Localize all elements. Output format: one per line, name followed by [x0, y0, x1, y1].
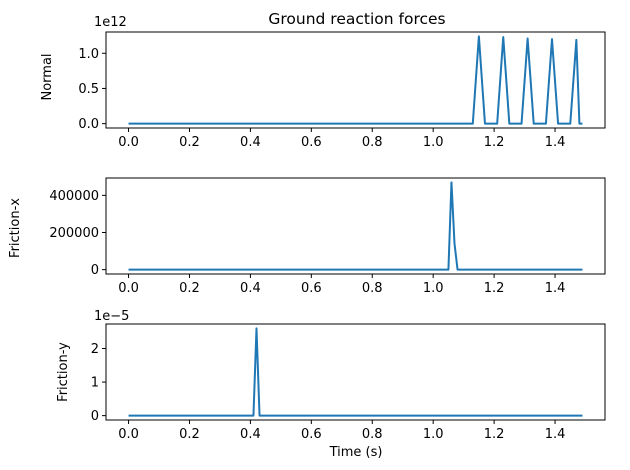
normal-y-tick-label: 1.0 — [78, 47, 99, 62]
normal-x-tick-label: 0.2 — [179, 135, 200, 150]
friction-x-x-tick-label: 0.6 — [301, 281, 322, 296]
normal-ylabel: Normal — [40, 53, 55, 100]
normal-x-tick-label: 0.0 — [118, 135, 139, 150]
normal-x-tick-label: 1.4 — [545, 135, 566, 150]
panel-friction-x: Friction-x 0.0 0.2 0.4 0.6 0.8 1.0 1.2 1.4 0 2000… — [8, 177, 606, 296]
friction-y-y-tick-label: 0 — [91, 409, 99, 424]
friction-x-x-tick-label: 0.2 — [179, 281, 200, 296]
friction-x-x-tick-label: 0.0 — [118, 281, 139, 296]
friction-x-x-tick-label: 1.0 — [423, 281, 444, 296]
friction-y-ylabel: Friction-y — [56, 342, 71, 402]
panel-friction-y: 1e−5 Friction-y 0.0 0.2 0.4 0.6 0.8 1.0 1.2 1.4… — [56, 309, 606, 460]
normal-x-tick-label: 0.8 — [362, 135, 383, 150]
friction-x-y-tick-label: 0 — [91, 263, 99, 278]
friction-y-plot-frame — [105, 323, 606, 421]
friction-x-x-tick-label: 1.2 — [484, 281, 505, 296]
normal-x-tick-label: 0.6 — [301, 135, 322, 150]
friction-y-x-tick-label: 0.4 — [240, 427, 261, 442]
x-axis-label: Time (s) — [329, 445, 383, 460]
friction-y-plot-area: 0.0 0.2 0.4 0.6 0.8 1.0 1.2 1.4 0 1 2 — [91, 327, 583, 442]
normal-x-tick-label: 1.2 — [484, 135, 505, 150]
friction-y-offset-label: 1e−5 — [94, 309, 129, 324]
normal-plot-frame — [105, 31, 606, 129]
normal-x-tick-label: 0.4 — [240, 135, 261, 150]
friction-x-plot-area: 0.0 0.2 0.4 0.6 0.8 1.0 1.2 1.4 0 200000 400000 — [49, 181, 583, 296]
friction-x-x-tick-label: 0.8 — [362, 281, 383, 296]
friction-x-ylabel: Friction-x — [8, 198, 23, 258]
figure-title: Ground reaction forces — [268, 10, 445, 28]
friction-y-x-tick-label: 1.0 — [423, 427, 444, 442]
friction-y-x-tick-label: 0.2 — [179, 427, 200, 442]
friction-y-y-tick-label: 2 — [91, 342, 99, 357]
friction-x-x-tick-label: 0.4 — [240, 281, 261, 296]
friction-x-y-tick-label: 400000 — [49, 189, 99, 204]
normal-y-tick-label: 0.5 — [78, 82, 99, 97]
friction-y-x-tick-label: 1.2 — [484, 427, 505, 442]
normal-x-tick-label: 1.0 — [423, 135, 444, 150]
friction-x-series-line — [128, 181, 583, 271]
panel-normal: 1e12 Normal 0.0 0.2 0.4 0.6 0.8 1.0 1.2 1.40.00… — [40, 15, 606, 150]
friction-x-y-tick-label: 200000 — [49, 226, 99, 241]
friction-y-x-tick-label: 1.4 — [545, 427, 566, 442]
friction-y-x-tick-label: 0.8 — [362, 427, 383, 442]
friction-y-x-tick-label: 0.0 — [118, 427, 139, 442]
normal-y-tick-label: 0.0 — [78, 117, 99, 132]
friction-y-y-tick-label: 1 — [91, 376, 99, 391]
normal-offset-label: 1e12 — [94, 15, 127, 30]
normal-series-line — [128, 35, 583, 125]
friction-y-series-line — [128, 327, 583, 417]
friction-x-plot-frame — [105, 177, 606, 275]
friction-x-x-tick-label: 1.4 — [545, 281, 566, 296]
normal-plot-area: 0.0 0.2 0.4 0.6 0.8 1.0 1.2 1.4 0.0 0.5 1.0 — [78, 35, 583, 150]
friction-y-x-tick-label: 0.6 — [301, 427, 322, 442]
